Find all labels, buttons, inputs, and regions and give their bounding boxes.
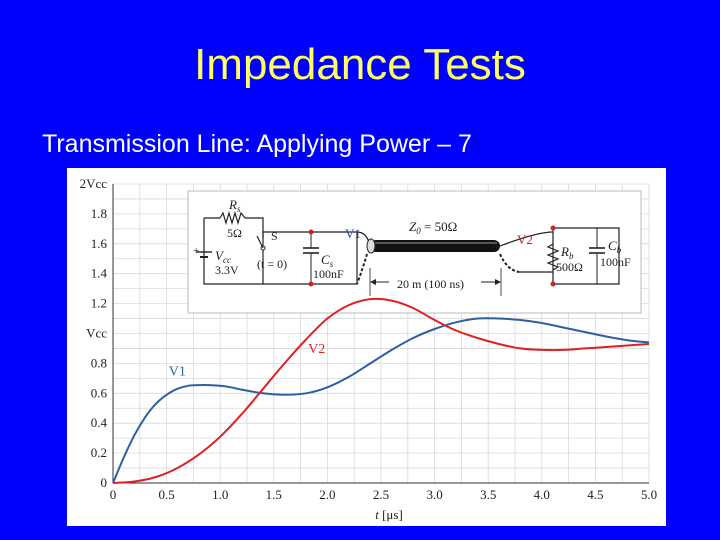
cs-capacitor-icon <box>303 232 319 284</box>
x-tick-label: 0.5 <box>158 487 174 502</box>
y-tick-label: 2Vcc <box>80 176 108 191</box>
x-tick-label: 5.0 <box>641 487 657 502</box>
cs-label: Cs <box>321 252 334 269</box>
cb-value: 100nF <box>600 255 631 269</box>
rs-value: 5Ω <box>227 226 242 240</box>
series-line-v2 <box>112 297 650 484</box>
y-tick-label: 0.8 <box>91 355 107 370</box>
vcc-value: 3.3V <box>215 263 239 277</box>
x-tick-label: 3.5 <box>480 487 496 502</box>
switch-label: S <box>271 229 278 243</box>
y-tick-label: 0.4 <box>91 415 108 430</box>
x-tick-label: 1.5 <box>266 487 282 502</box>
y-tick-label: 1.8 <box>91 206 107 221</box>
length-arrow <box>369 268 502 296</box>
x-axis-title: t [μs] <box>375 507 403 522</box>
y-tick-label: 0.2 <box>91 445 107 460</box>
v2-node-label: V2 <box>517 232 533 247</box>
series-line-v1 <box>112 317 650 484</box>
y-tick-label: 1.2 <box>91 296 107 311</box>
length-label: 20 m (100 ns) <box>397 277 464 291</box>
line-chart: 0 0.5 1.0 1.5 2.0 2.5 3.0 3.5 4.0 4.5 5.0 0 0.2 0.4 0.… <box>80 176 658 522</box>
rb-resistor-icon <box>546 243 560 271</box>
cb-label: Cb <box>608 238 622 255</box>
coax-cable-icon <box>356 231 554 285</box>
svg-text:+: + <box>193 245 199 257</box>
v1-node-label: V1 <box>345 226 361 241</box>
x-tick-label: 2.0 <box>319 487 335 502</box>
z0-label: Z0 = 50Ω <box>409 219 457 236</box>
x-tick-label: 2.5 <box>373 487 389 502</box>
x-tick-label: 0 <box>110 487 117 502</box>
rs-label: Rs <box>228 197 241 214</box>
x-tick-label: 1.0 <box>212 487 228 502</box>
y-tick-label: Vcc <box>86 326 107 341</box>
rb-value: 500Ω <box>556 260 583 274</box>
series-annotation-v2: V2 <box>308 342 325 357</box>
chart-figure: 0 0.5 1.0 1.5 2.0 2.5 3.0 3.5 4.0 4.5 5.0 0 0.2 0.4 0.… <box>67 168 666 526</box>
switch-icon <box>256 235 266 251</box>
battery-icon: + <box>193 245 212 262</box>
rs-resistor-icon <box>219 210 246 226</box>
vcc-label: Vcc <box>215 248 231 265</box>
cs-value: 100nF <box>313 267 344 281</box>
y-tick-label: 1.6 <box>91 236 108 251</box>
slide-title: Impedance Tests <box>194 40 526 89</box>
y-tick-label: 0.6 <box>91 385 108 400</box>
switch-time: (t = 0) <box>257 257 287 271</box>
slide-subtitle: Transmission Line: Applying Power – 7 <box>42 130 472 158</box>
x-tick-label: 4.0 <box>534 487 550 502</box>
cb-capacitor-icon <box>589 228 605 284</box>
x-tick-label: 4.5 <box>587 487 603 502</box>
y-tick-label: 0 <box>101 475 108 490</box>
y-tick-label: 1.4 <box>91 266 108 281</box>
series-annotation-v1: V1 <box>169 364 186 379</box>
rb-label: Rb <box>560 244 574 261</box>
circuit-inset: + <box>187 190 642 314</box>
x-tick-label: 3.0 <box>426 487 442 502</box>
